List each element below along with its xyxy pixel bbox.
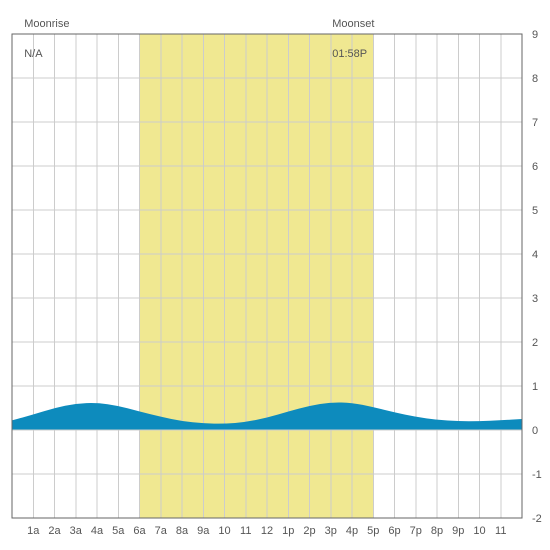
x-tick-label: 3a — [70, 525, 83, 537]
tide-chart: Moonrise N/A Moonset 01:58P -2-101234567… — [0, 0, 550, 550]
x-tick-label: 2p — [303, 525, 315, 537]
x-tick-label: 5p — [367, 525, 379, 537]
x-tick-label: 6p — [388, 525, 400, 537]
x-tick-label: 7a — [155, 525, 168, 537]
x-tick-label: 10 — [218, 525, 230, 537]
x-tick-label: 12 — [261, 525, 273, 537]
y-tick-label: 7 — [532, 117, 538, 129]
y-tick-label: 6 — [532, 161, 538, 173]
x-axis-labels: 1a 2a 3a 4a 5a 6a 7a 8a 9a 10 11 12 1p 2p 3p 4p 5p 6p 7p 8p… — [27, 525, 506, 537]
y-tick-label: 3 — [532, 293, 538, 305]
gridlines — [12, 34, 522, 518]
moonrise-value: N/A — [24, 48, 42, 60]
y-tick-label: -2 — [532, 513, 542, 525]
x-tick-label: 9a — [197, 525, 210, 537]
x-tick-label: 11 — [240, 525, 251, 537]
moonset-header: Moonset 01:58P — [320, 2, 374, 76]
y-tick-label: -1 — [532, 469, 542, 481]
x-tick-label: 5a — [112, 525, 125, 537]
x-tick-label: 1p — [282, 525, 294, 537]
x-tick-label: 11 — [495, 525, 506, 537]
moonrise-header: Moonrise N/A — [12, 2, 69, 76]
x-tick-label: 6a — [133, 525, 146, 537]
x-tick-label: 2a — [48, 525, 61, 537]
x-tick-label: 7p — [410, 525, 422, 537]
x-tick-label: 4a — [91, 525, 104, 537]
moonset-title: Moonset — [332, 18, 374, 30]
y-axis-labels: -2 -1 0 1 2 3 4 5 6 7 8 9 — [532, 29, 542, 525]
chart-svg: -2-101234567891a2a3a4a5a6a7a8a9a1011121p… — [0, 0, 550, 550]
x-tick-label: 8a — [176, 525, 189, 537]
x-tick-label: 8p — [431, 525, 443, 537]
moonset-value: 01:58P — [332, 48, 367, 60]
x-tick-label: 9p — [452, 525, 464, 537]
y-tick-label: 2 — [532, 337, 538, 349]
moonrise-title: Moonrise — [24, 18, 69, 30]
y-tick-label: 9 — [532, 29, 538, 41]
y-tick-label: 0 — [532, 425, 538, 437]
x-tick-label: 3p — [325, 525, 337, 537]
y-tick-label: 4 — [532, 249, 538, 261]
x-tick-label: 1a — [27, 525, 40, 537]
y-tick-label: 5 — [532, 205, 538, 217]
y-tick-label: 1 — [532, 381, 538, 393]
y-tick-label: 8 — [532, 73, 538, 85]
x-tick-label: 4p — [346, 525, 358, 537]
daylight-band — [140, 34, 374, 518]
x-tick-label: 10 — [473, 525, 485, 537]
